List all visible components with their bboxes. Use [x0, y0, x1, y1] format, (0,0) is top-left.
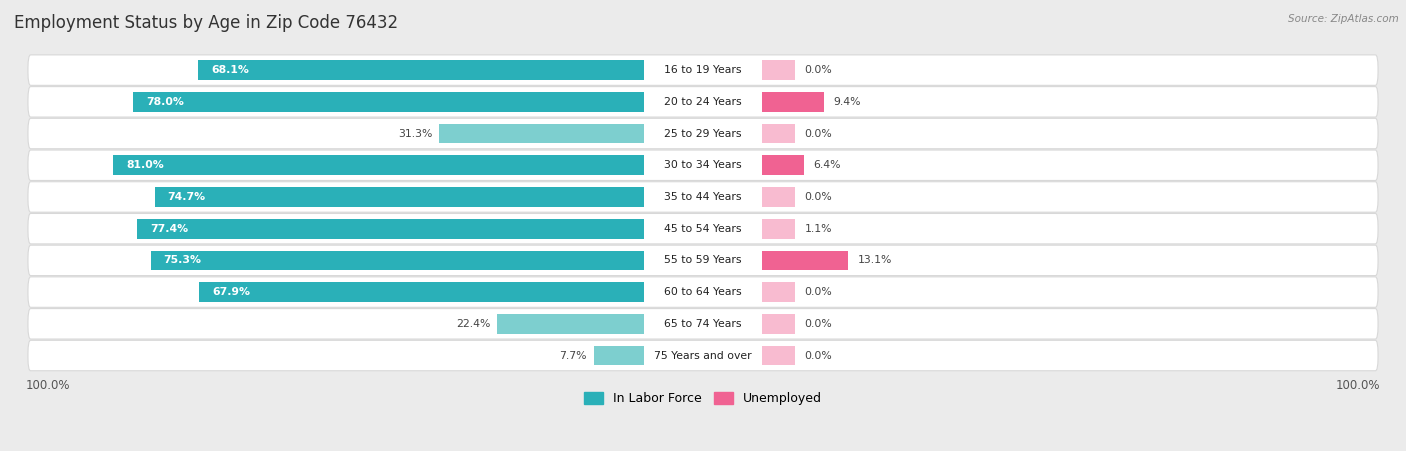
- Bar: [762, 251, 848, 270]
- Text: 13.1%: 13.1%: [858, 255, 891, 265]
- Text: 9.4%: 9.4%: [834, 97, 860, 107]
- FancyBboxPatch shape: [28, 308, 1378, 339]
- Text: 16 to 19 Years: 16 to 19 Years: [664, 65, 742, 75]
- Bar: [150, 251, 644, 270]
- Bar: [762, 314, 794, 334]
- Bar: [762, 219, 794, 239]
- Text: 1.1%: 1.1%: [804, 224, 832, 234]
- Text: 25 to 29 Years: 25 to 29 Years: [664, 129, 742, 138]
- Text: 74.7%: 74.7%: [167, 192, 205, 202]
- Text: 7.7%: 7.7%: [560, 350, 588, 360]
- Bar: [200, 282, 644, 302]
- Text: 77.4%: 77.4%: [150, 224, 188, 234]
- FancyBboxPatch shape: [28, 182, 1378, 212]
- FancyBboxPatch shape: [28, 150, 1378, 180]
- Bar: [762, 60, 794, 80]
- Text: 31.3%: 31.3%: [398, 129, 433, 138]
- Bar: [439, 124, 644, 143]
- Bar: [593, 346, 644, 365]
- FancyBboxPatch shape: [28, 55, 1378, 85]
- FancyBboxPatch shape: [28, 245, 1378, 276]
- Bar: [136, 219, 644, 239]
- Text: 0.0%: 0.0%: [804, 65, 832, 75]
- Bar: [762, 282, 794, 302]
- Text: 0.0%: 0.0%: [804, 287, 832, 297]
- FancyBboxPatch shape: [28, 118, 1378, 149]
- Bar: [198, 60, 644, 80]
- Text: Employment Status by Age in Zip Code 76432: Employment Status by Age in Zip Code 764…: [14, 14, 398, 32]
- Text: 75.3%: 75.3%: [163, 255, 201, 265]
- Text: 78.0%: 78.0%: [146, 97, 184, 107]
- Bar: [762, 92, 824, 112]
- Text: 22.4%: 22.4%: [457, 319, 491, 329]
- Bar: [134, 92, 644, 112]
- Legend: In Labor Force, Unemployed: In Labor Force, Unemployed: [579, 387, 827, 410]
- Text: 35 to 44 Years: 35 to 44 Years: [664, 192, 742, 202]
- Text: 0.0%: 0.0%: [804, 350, 832, 360]
- Text: 6.4%: 6.4%: [814, 160, 841, 170]
- FancyBboxPatch shape: [28, 341, 1378, 371]
- Text: 68.1%: 68.1%: [211, 65, 249, 75]
- Text: 0.0%: 0.0%: [804, 192, 832, 202]
- Text: 0.0%: 0.0%: [804, 129, 832, 138]
- FancyBboxPatch shape: [28, 213, 1378, 244]
- Bar: [114, 156, 644, 175]
- Text: 67.9%: 67.9%: [212, 287, 250, 297]
- Text: 45 to 54 Years: 45 to 54 Years: [664, 224, 742, 234]
- Bar: [762, 187, 794, 207]
- Bar: [762, 124, 794, 143]
- FancyBboxPatch shape: [28, 277, 1378, 307]
- Bar: [498, 314, 644, 334]
- Text: 75 Years and over: 75 Years and over: [654, 350, 752, 360]
- Text: 55 to 59 Years: 55 to 59 Years: [664, 255, 742, 265]
- Text: 65 to 74 Years: 65 to 74 Years: [664, 319, 742, 329]
- Text: 81.0%: 81.0%: [127, 160, 165, 170]
- Text: 0.0%: 0.0%: [804, 319, 832, 329]
- Text: 30 to 34 Years: 30 to 34 Years: [664, 160, 742, 170]
- Bar: [762, 346, 794, 365]
- Bar: [762, 156, 804, 175]
- FancyBboxPatch shape: [28, 87, 1378, 117]
- Text: 60 to 64 Years: 60 to 64 Years: [664, 287, 742, 297]
- Bar: [155, 187, 644, 207]
- Text: 20 to 24 Years: 20 to 24 Years: [664, 97, 742, 107]
- Text: Source: ZipAtlas.com: Source: ZipAtlas.com: [1288, 14, 1399, 23]
